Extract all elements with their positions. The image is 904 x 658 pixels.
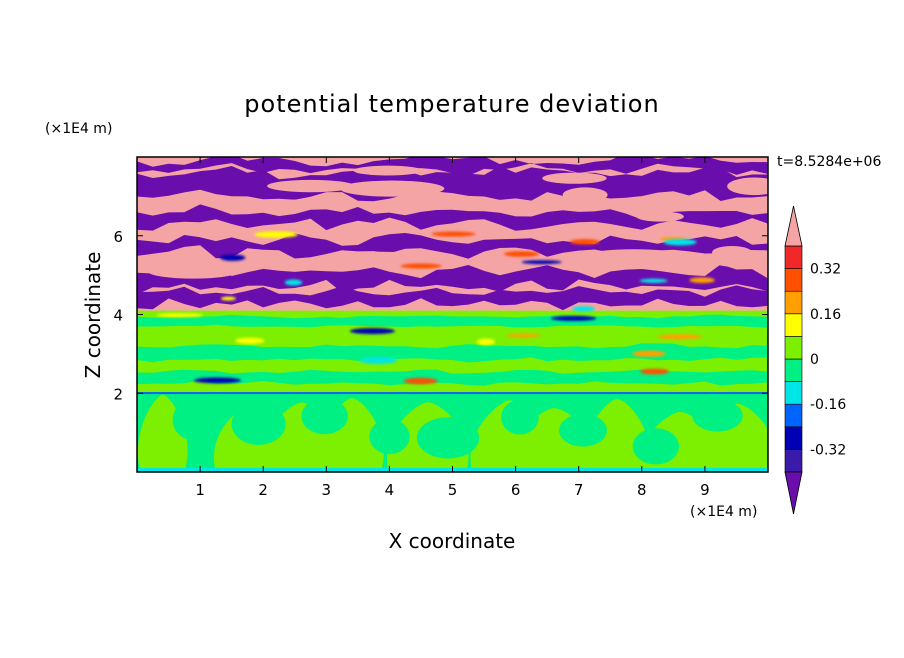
colorbar-segment [784,245,803,269]
contour-band [137,264,768,295]
colorbar-segment [784,290,803,315]
contour-band [542,172,607,184]
contour-band [711,246,752,259]
contour-band [219,254,246,261]
contour-band [301,398,348,435]
contour-field [137,157,768,472]
contour-band [137,285,768,311]
contour-band [476,338,496,346]
colorbar-label: 0.16 [810,307,841,323]
y-tick-label: 4 [113,307,123,325]
contour-band [137,343,768,363]
time-label: t=8.5284e+06 [777,154,881,170]
contour-band [550,315,597,321]
x-tick-label: 3 [322,481,332,499]
x-axis-label: X coordinate [389,529,516,553]
y-axis-unit: (×1E4 m) [45,121,112,137]
contour-band [137,314,768,328]
contour-band [631,350,666,357]
contour-band [267,179,355,193]
x-tick-label: 5 [448,481,458,499]
contour-band [193,377,242,384]
contour-band [231,403,286,445]
colorbar-segment [784,268,803,292]
contour-band [559,414,607,447]
colorbar-label: 0.32 [810,262,841,278]
contour-band [584,399,650,472]
contour-band [137,392,768,395]
colorbar-segment [784,381,803,405]
contour-band [657,334,702,340]
x-axis: 1 2 3 4 5 6 7 8 9 [195,157,710,499]
contour-band [521,260,562,265]
contour-band [284,279,303,286]
colorbar-label: 0 [810,352,819,368]
colorbar-segment [784,313,803,337]
colorbar-segment [784,336,803,360]
contour-band [172,399,213,440]
colorbar-extend-top [784,205,803,247]
contour-band [137,204,768,231]
y-tick-label: 2 [113,385,123,403]
contour-band [572,306,595,312]
colorbar: 0.32 0.16 0 -0.16 -0.32 [784,205,846,515]
contour-band [416,417,480,459]
contour-band [326,251,433,264]
contour-band [431,231,476,237]
contour-band [663,238,697,246]
x-tick-label: 6 [511,481,521,499]
colorbar-segment [784,426,803,450]
colorbar-segment [784,358,803,382]
contour-band [636,211,684,222]
contour-band [689,277,715,284]
contour-band [235,337,265,344]
x-axis-unit: (×1E4 m) [690,504,757,520]
contour-band [148,264,239,279]
contour-band [562,187,608,203]
contour-band [137,369,768,386]
y-axis-label: Z coordinate [81,252,105,379]
contour-band [639,368,670,375]
contour-band [639,278,668,283]
contour-band [632,428,679,465]
contour-band [505,333,542,338]
contour-band [156,313,204,318]
contour-band [727,177,768,196]
colorbar-extend-bottom [784,471,803,515]
contour-band [137,157,768,176]
contour-band [254,231,299,238]
contour-band [339,180,445,197]
contour-band [501,399,539,435]
contour-band [503,251,540,257]
x-tick-label: 8 [637,481,647,499]
contour-band [349,327,396,335]
contour-band [261,199,324,209]
chart-title: potential temperature deviation [244,90,659,118]
contour-band [692,399,743,432]
x-tick-label: 1 [195,481,205,499]
colorbar-segment [784,403,803,428]
x-tick-label: 7 [574,481,584,499]
contour-band [137,166,768,202]
contour-band [220,296,236,301]
colorbar-segment [784,449,803,473]
x-tick-label: 9 [700,481,710,499]
contour-band [569,239,600,245]
contour-band [400,263,442,269]
contour-band [590,249,679,260]
contour-band [359,356,398,364]
contour-band [353,165,423,176]
y-axis: 2 4 6 [113,228,768,403]
y-tick-label: 6 [113,228,123,246]
contour-band [369,419,410,455]
contour-band [403,377,438,385]
colorbar-label: -0.32 [810,442,846,458]
colorbar-label: -0.16 [810,397,846,413]
x-tick-label: 2 [258,481,268,499]
x-tick-label: 4 [385,481,395,499]
